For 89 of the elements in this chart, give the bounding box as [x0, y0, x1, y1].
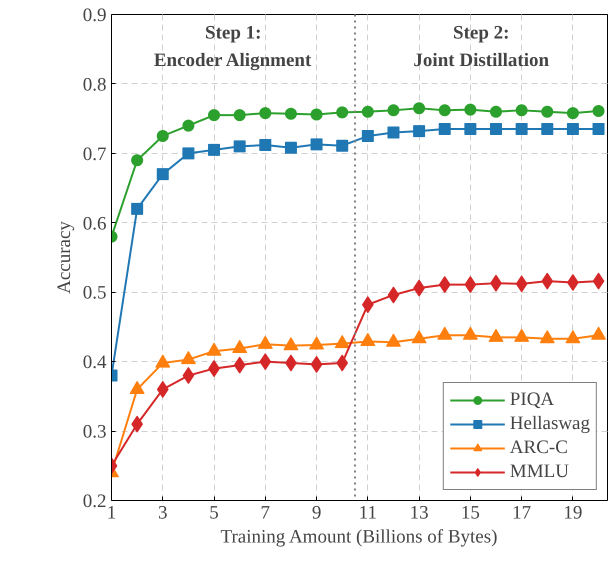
legend-label: PIQA: [510, 389, 554, 411]
point: [156, 380, 169, 398]
point: [156, 168, 169, 180]
point: [387, 126, 400, 139]
point: [155, 354, 170, 368]
point: [592, 123, 605, 136]
point: [234, 109, 246, 122]
x-tick-label: 19: [563, 502, 582, 524]
point: [566, 123, 579, 136]
y-tick-label: 0.9: [82, 5, 106, 26]
point: [284, 108, 297, 120]
point: [284, 142, 297, 154]
x-tick-label: 7: [260, 502, 270, 524]
legend-label: MMLU: [510, 461, 569, 483]
point: [259, 353, 272, 370]
point: [565, 330, 580, 344]
x-tick-label: 5: [209, 502, 219, 524]
point: [309, 336, 324, 350]
y-axis-title: Accuracy: [54, 220, 75, 294]
point: [488, 328, 504, 342]
point: [182, 120, 194, 132]
point: [464, 123, 476, 136]
point: [438, 104, 451, 116]
point: [516, 123, 528, 136]
point: [592, 105, 605, 117]
point: [413, 125, 426, 138]
point: [490, 106, 502, 118]
y-tick-label: 0.8: [82, 74, 106, 96]
x-tick-label: 3: [158, 502, 168, 524]
point: [462, 326, 478, 340]
point: [336, 140, 348, 152]
point: [206, 342, 222, 356]
x-axis-title: Training Amount (Billions of Bytes): [220, 526, 498, 548]
point: [180, 350, 196, 364]
point: [541, 123, 554, 136]
y-tick-label: 0.3: [82, 422, 106, 443]
point: [336, 354, 348, 372]
point: [156, 130, 169, 142]
point: [541, 106, 554, 118]
point: [413, 102, 426, 114]
point: [362, 296, 374, 314]
y-tick-label: 0.5: [82, 282, 106, 304]
point: [208, 144, 220, 156]
point: [131, 202, 144, 215]
point: [591, 326, 606, 340]
annotation: Step 2: Joint Distillation: [413, 22, 550, 71]
legend-label: Hellaswag: [510, 413, 590, 435]
annotation: Step 1: Encoder Alignment: [154, 22, 312, 71]
point: [130, 380, 145, 394]
point: [516, 104, 528, 116]
y-tick-label: 0.6: [82, 213, 106, 234]
y-tick-label: 0.2: [82, 491, 106, 512]
point: [438, 276, 451, 294]
point: [514, 328, 530, 342]
point: [283, 337, 298, 350]
point: [334, 335, 350, 348]
point: [386, 334, 401, 347]
x-tick-label: 13: [410, 502, 429, 524]
x-tick-label: 1: [106, 502, 116, 524]
point: [541, 272, 554, 290]
point: [387, 104, 400, 116]
point: [438, 123, 451, 136]
point: [310, 108, 323, 120]
y-tick-label: 0.4: [82, 352, 107, 374]
point: [360, 332, 376, 346]
point: [232, 340, 248, 353]
x-tick-label: 9: [312, 502, 322, 524]
point: [310, 138, 323, 150]
point: [131, 154, 144, 166]
point: [259, 107, 272, 120]
point: [336, 106, 348, 118]
point: [437, 326, 452, 340]
point: [566, 107, 579, 120]
point: [490, 123, 502, 136]
y-tick-label: 0.7: [82, 144, 106, 165]
point: [258, 336, 273, 349]
point: [259, 139, 272, 152]
point: [412, 330, 427, 344]
x-tick-label: 11: [358, 502, 377, 524]
point: [464, 104, 476, 116]
point: [234, 140, 246, 152]
x-tick-label: 15: [460, 502, 480, 524]
point: [182, 147, 194, 160]
point: [540, 330, 555, 344]
point: [208, 109, 220, 122]
x-tick-label: 17: [512, 502, 532, 524]
point: [362, 130, 374, 142]
point: [362, 106, 374, 118]
legend-label: ARC-C: [510, 437, 568, 459]
